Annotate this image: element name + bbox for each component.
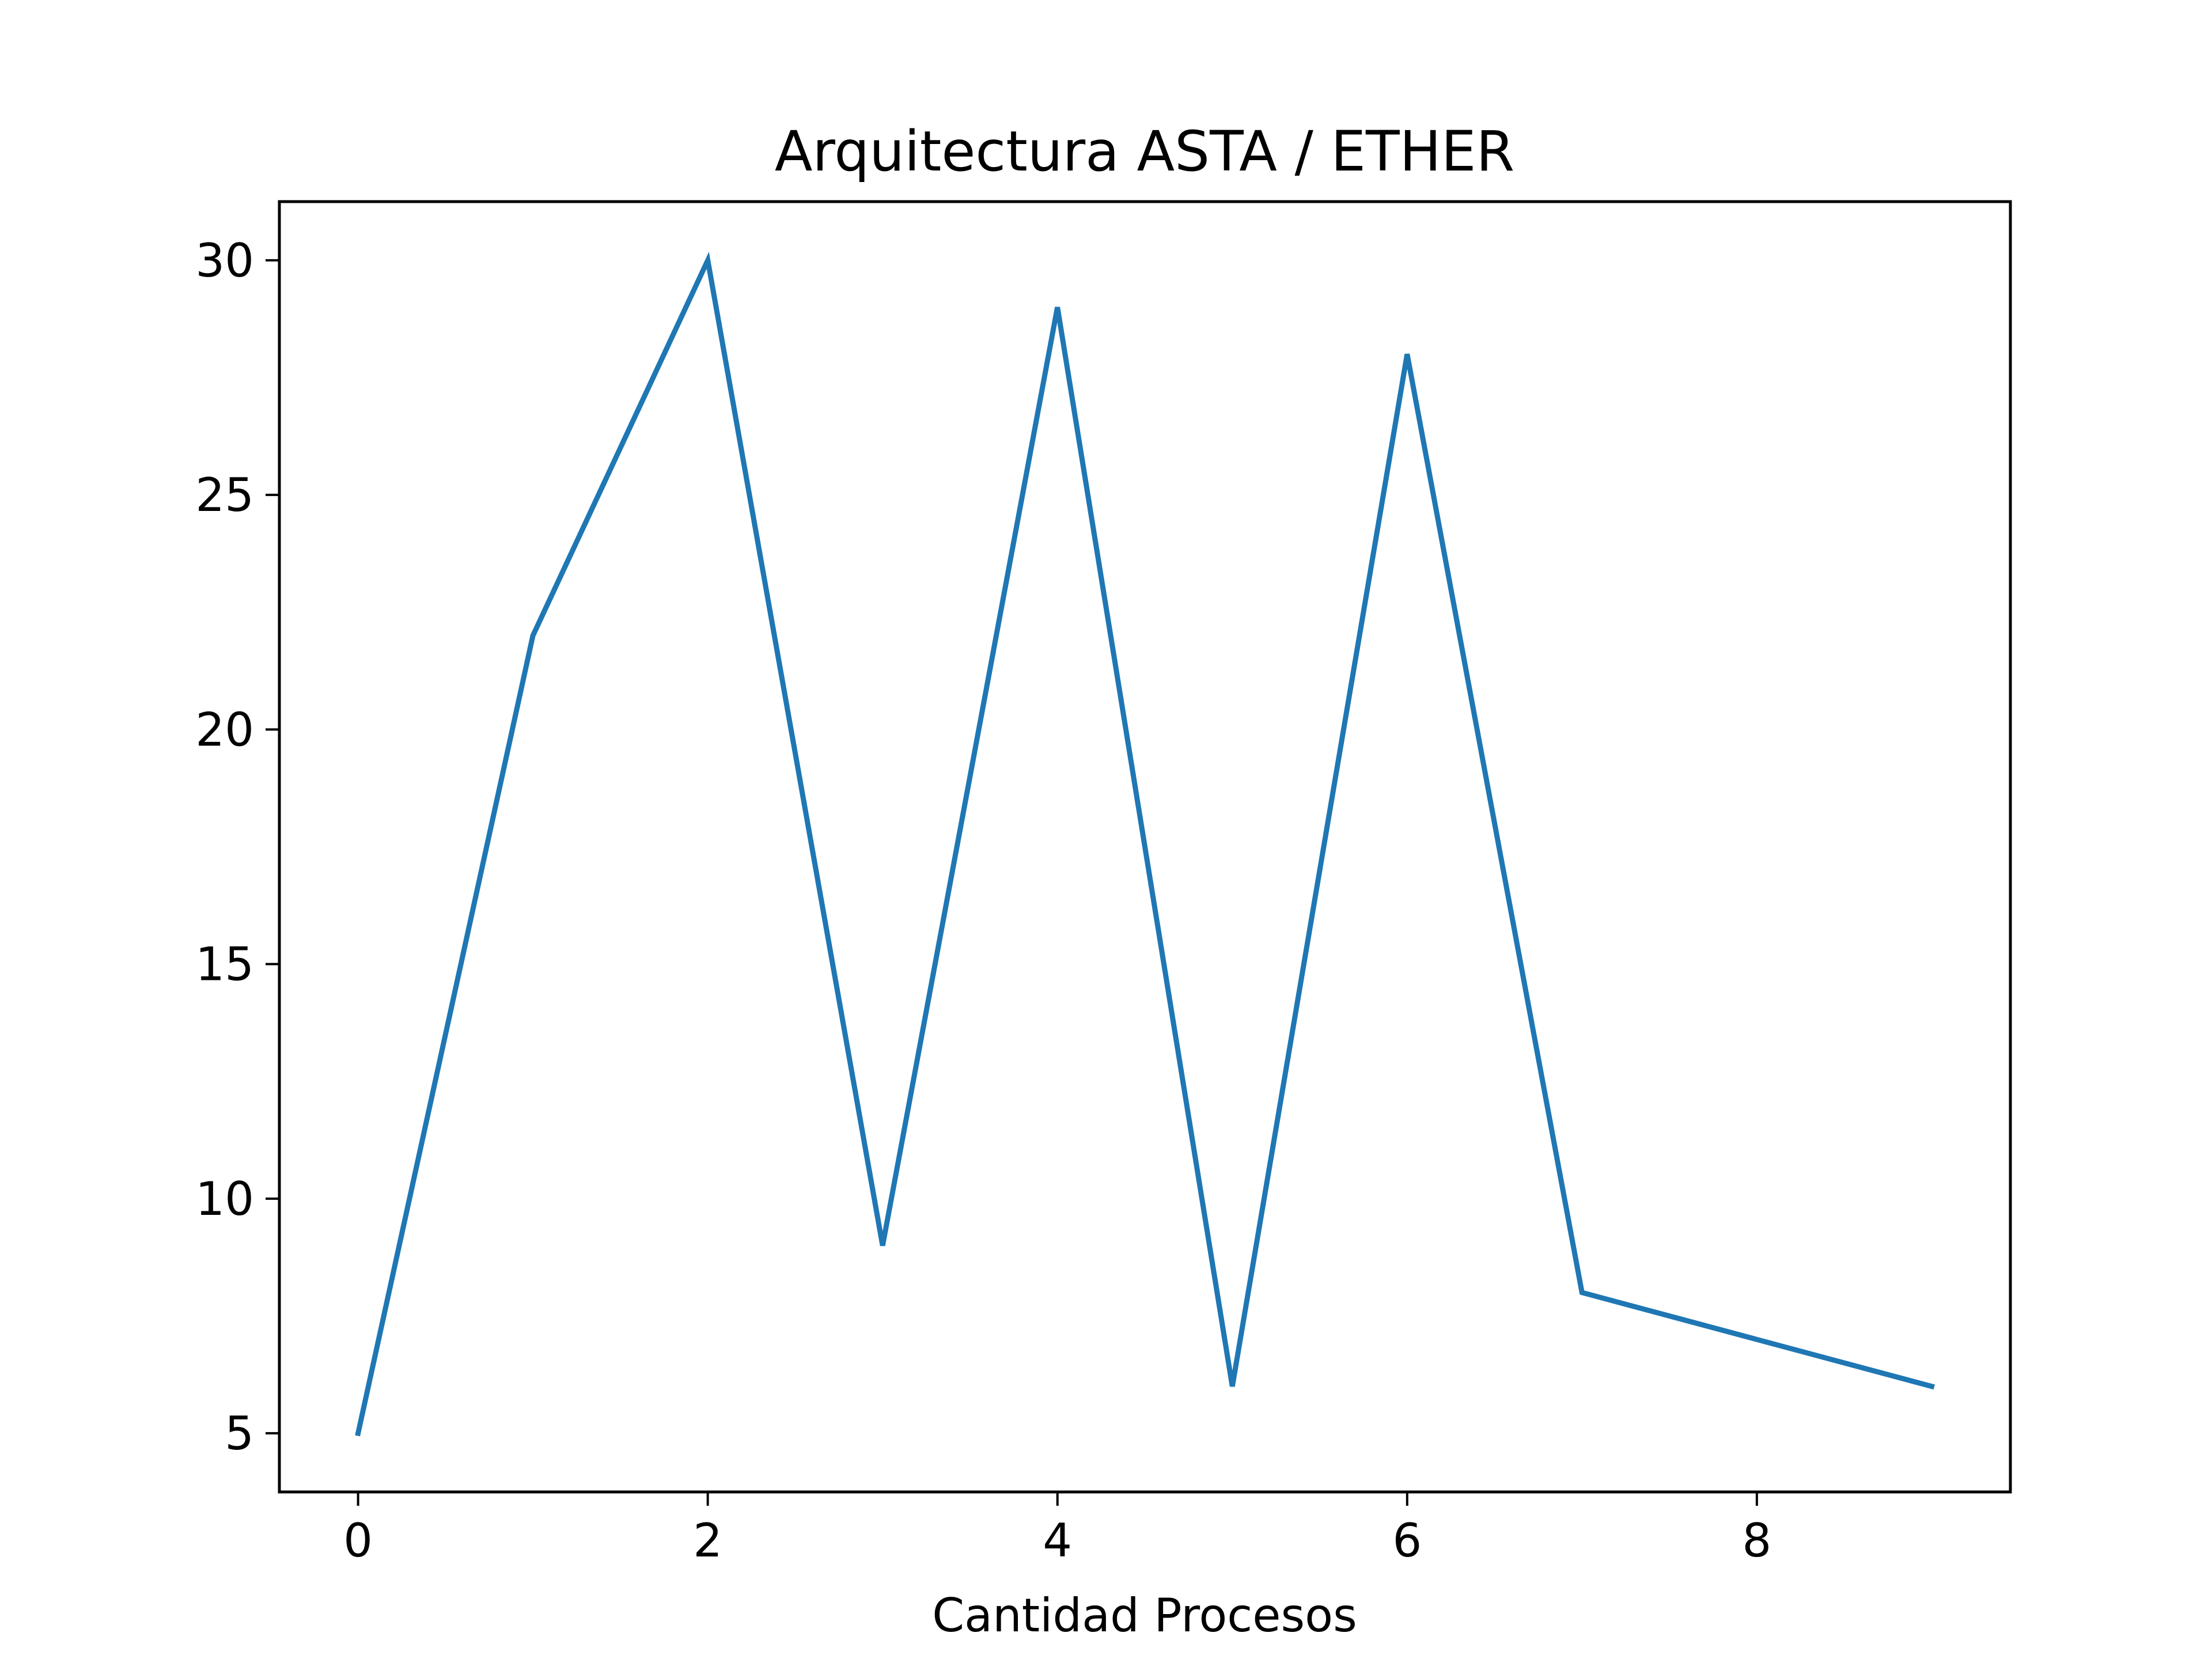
series-line-0 — [355, 251, 1935, 1437]
y-axis: 5 10 15 20 25 30 — [195, 234, 279, 1460]
y-tick-label: 25 — [195, 468, 254, 522]
y-tick-label: 15 — [195, 938, 254, 991]
x-axis: 0 2 4 6 8 — [343, 1492, 1771, 1567]
axes-frame — [278, 200, 2012, 1494]
y-tick-label: 30 — [195, 234, 254, 287]
x-tick-label: 2 — [693, 1514, 722, 1567]
x-tick-label: 0 — [343, 1514, 373, 1567]
x-tick-label: 8 — [1742, 1514, 1771, 1567]
x-tick-label: 6 — [1392, 1514, 1422, 1567]
y-tick-label: 20 — [195, 703, 254, 756]
y-tick-label: 5 — [225, 1407, 254, 1460]
x-tick-label: 4 — [1043, 1514, 1072, 1567]
chart-title: Arquitectura ASTA / ETHER — [775, 119, 1514, 184]
y-tick-label: 10 — [195, 1172, 254, 1226]
plot-area — [355, 251, 1935, 1437]
x-axis-label: Cantidad Procesos — [932, 1589, 1357, 1642]
